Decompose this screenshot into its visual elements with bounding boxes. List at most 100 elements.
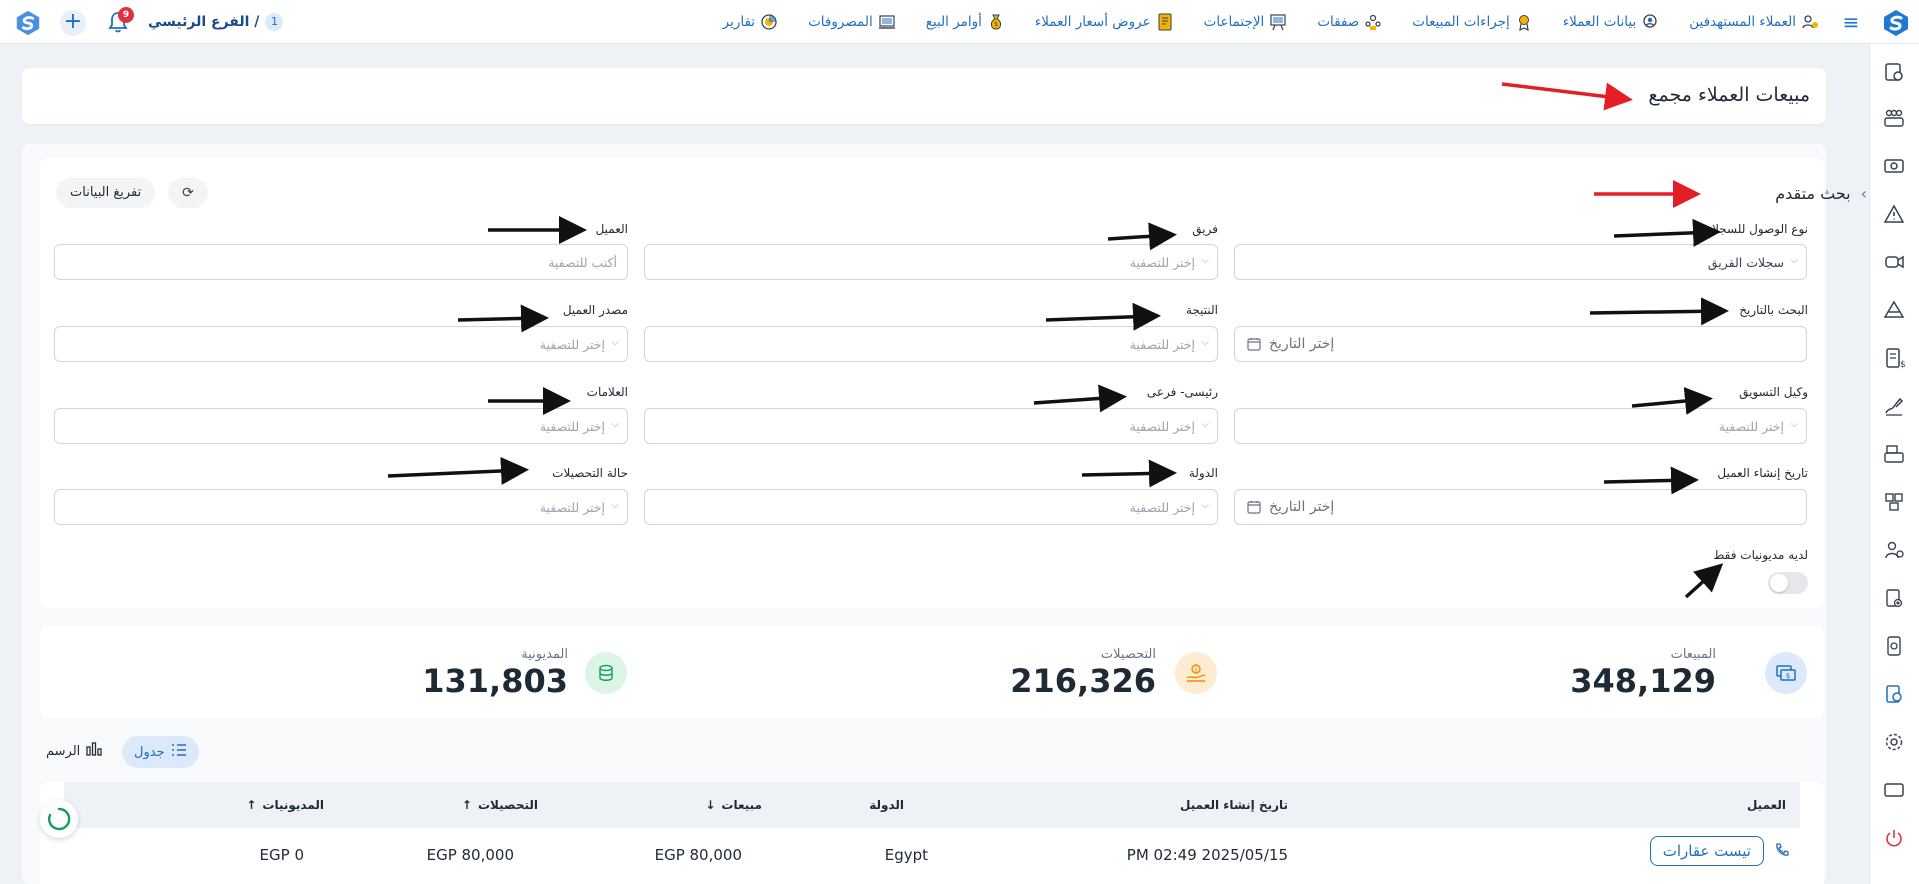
result-select[interactable]: ⌵ إختر للتصفية bbox=[644, 326, 1218, 362]
brand-logo-icon[interactable] bbox=[1881, 8, 1911, 38]
chevron-down-icon: ⌵ bbox=[611, 337, 619, 348]
nav-sales-actions[interactable]: إجراءات المبيعات bbox=[1412, 13, 1533, 31]
access-type-select[interactable]: ⌵ سجلات الفريق bbox=[1234, 244, 1807, 280]
quotes-icon bbox=[1156, 13, 1174, 31]
nav-quotes[interactable]: عروض أسعار العملاء bbox=[1035, 13, 1174, 31]
date-search-placeholder: إختر التاريخ bbox=[1269, 336, 1335, 352]
country-select[interactable]: ⌵ إختر للتصفية bbox=[644, 489, 1218, 525]
stats-summary-card bbox=[40, 626, 1824, 718]
boxes-icon[interactable] bbox=[1882, 490, 1906, 514]
client-created-placeholder: إختر التاريخ bbox=[1269, 499, 1335, 515]
money-icon[interactable] bbox=[1882, 154, 1906, 178]
add-document-icon[interactable] bbox=[1882, 586, 1906, 610]
clear-data-button[interactable]: تفريغ البيانات bbox=[56, 178, 156, 208]
client-source-select[interactable]: ⌵ إختر للتصفية bbox=[54, 326, 628, 362]
collection-status-label: حالة التحصيلات bbox=[552, 466, 628, 480]
arrow-up-icon: ↑ bbox=[246, 798, 257, 812]
sales-actions-icon bbox=[1515, 13, 1533, 31]
nav-customer-data[interactable]: بيانات العملاء bbox=[1563, 13, 1659, 31]
nav-sales-orders[interactable]: $ أوامر البيع bbox=[926, 13, 1005, 31]
arrow-down-icon: ↓ bbox=[705, 798, 716, 812]
svg-text:$: $ bbox=[994, 21, 998, 28]
team-select[interactable]: ⌵ إختر للتصفية bbox=[644, 244, 1218, 280]
client-input[interactable]: أكتب للتصفية bbox=[54, 244, 628, 280]
header-created[interactable]: تاريخ إنشاء العميل bbox=[1180, 798, 1288, 812]
nav-reports[interactable]: تقارير bbox=[723, 13, 778, 31]
header-sales-label: مبيعات bbox=[721, 798, 762, 812]
table-row[interactable]: تيست عقارات PM 02:49 2025/05/15 Egypt EG… bbox=[64, 830, 1800, 884]
client-placeholder: أكتب للتصفية bbox=[548, 255, 617, 270]
menu-icon[interactable]: ≡ bbox=[1842, 10, 1860, 34]
cash-register-icon[interactable] bbox=[1882, 442, 1906, 466]
advanced-search-toggle[interactable]: ‹ بحث متقدم bbox=[1775, 184, 1867, 203]
chevron-down-icon: ⌵ bbox=[1201, 419, 1209, 430]
settings-icon[interactable] bbox=[1882, 730, 1906, 754]
window-icon[interactable] bbox=[1882, 778, 1906, 802]
document-settings-icon[interactable] bbox=[1882, 60, 1906, 84]
pyramid-icon[interactable] bbox=[1882, 298, 1906, 322]
page-title-card: مبيعات العملاء مجمع bbox=[22, 68, 1826, 124]
tags-select[interactable]: ⌵ إختر للتصفية bbox=[54, 408, 628, 444]
loading-icon bbox=[48, 807, 71, 831]
marketing-agent-placeholder: إختر للتصفية bbox=[1718, 419, 1784, 434]
date-search-picker[interactable]: إختر التاريخ bbox=[1234, 326, 1807, 362]
marketing-agent-select[interactable]: ⌵ إختر للتصفية bbox=[1234, 408, 1807, 444]
main-sub-select[interactable]: ⌵ إختر للتصفية bbox=[644, 408, 1218, 444]
invoice-icon[interactable]: $ bbox=[1882, 346, 1906, 370]
nav-target-customers[interactable]: العملاء المستهدفين bbox=[1689, 13, 1819, 31]
team-icon[interactable] bbox=[1882, 106, 1906, 130]
arrow-up-icon: ↑ bbox=[461, 798, 472, 812]
debts-only-toggle[interactable] bbox=[1768, 572, 1808, 594]
signature-icon[interactable] bbox=[1882, 394, 1906, 418]
right-sidebar: $ bbox=[1869, 44, 1919, 884]
cell-debts: EGP 0 bbox=[259, 846, 304, 864]
tags-label: العلامات bbox=[586, 385, 628, 399]
header-sales[interactable]: مبيعات ↓ bbox=[705, 798, 762, 812]
header-debts[interactable]: المديونيات ↑ bbox=[246, 798, 324, 812]
client-created-picker[interactable]: إختر التاريخ bbox=[1234, 489, 1807, 525]
header-client[interactable]: العميل bbox=[1746, 798, 1786, 812]
country-label: الدولة bbox=[1188, 466, 1218, 480]
power-icon[interactable] bbox=[1882, 826, 1906, 850]
client-source-label: مصدر العميل bbox=[562, 303, 628, 317]
marketing-agent-label: وكيل التسويق bbox=[1739, 385, 1808, 399]
header-collections[interactable]: التحصيلات ↑ bbox=[462, 798, 538, 812]
header-country[interactable]: الدولة bbox=[869, 798, 904, 812]
branch-name: الفرع الرئيسي / bbox=[148, 14, 260, 30]
main-navigation: العملاء المستهدفين بيانات العملاء إجراءا… bbox=[723, 0, 1819, 44]
branch-selector[interactable]: 1 الفرع الرئيسي / bbox=[148, 13, 284, 31]
refresh-button[interactable]: ⟳ bbox=[168, 178, 208, 208]
chevron-down-icon: ⌵ bbox=[611, 419, 619, 430]
client-name-link[interactable]: تيست عقارات bbox=[1649, 836, 1764, 866]
cell-sales: EGP 80,000 bbox=[654, 846, 742, 864]
cell-collections: EGP 80,000 bbox=[426, 846, 514, 864]
header-collections-label: التحصيلات bbox=[477, 798, 538, 812]
chevron-down-icon: ⌵ bbox=[1201, 255, 1209, 266]
client-created-label: تاريخ إنشاء العميل bbox=[1717, 466, 1808, 480]
nav-meetings[interactable]: الإجتماعات bbox=[1204, 13, 1288, 31]
add-button[interactable]: + bbox=[60, 10, 86, 36]
reports-analytics-icon[interactable] bbox=[1882, 682, 1906, 706]
sales-stat-label: المبيعات bbox=[1670, 647, 1716, 662]
chevron-left-icon: ‹ bbox=[1860, 184, 1867, 203]
client-label: العميل bbox=[595, 222, 628, 236]
app-logo-icon[interactable] bbox=[14, 9, 42, 37]
nav-label: بيانات العملاء bbox=[1562, 14, 1637, 30]
header-debts-label: المديونيات bbox=[262, 798, 324, 812]
sales-stat-icon: $ bbox=[1765, 652, 1807, 694]
nav-expenses[interactable]: المصروفات bbox=[808, 13, 896, 31]
calendar-icon bbox=[1247, 338, 1261, 351]
collection-status-select[interactable]: ⌵ إختر للتصفية bbox=[54, 489, 628, 525]
table-view-button[interactable]: جدول bbox=[122, 736, 199, 768]
chart-view-button[interactable]: الرسم bbox=[46, 742, 102, 760]
user-money-icon[interactable] bbox=[1882, 538, 1906, 562]
deals-icon bbox=[1364, 13, 1382, 31]
nav-deals[interactable]: صفقات bbox=[1317, 13, 1382, 31]
collections-stat-label: التحصيلات bbox=[1100, 647, 1156, 662]
phone-icon[interactable] bbox=[1774, 842, 1790, 858]
warning-icon[interactable] bbox=[1882, 202, 1906, 226]
result-label: النتيجة bbox=[1185, 303, 1218, 317]
payment-icon[interactable] bbox=[1882, 634, 1906, 658]
video-call-icon[interactable] bbox=[1882, 250, 1906, 274]
table-view-label: جدول bbox=[134, 744, 165, 760]
